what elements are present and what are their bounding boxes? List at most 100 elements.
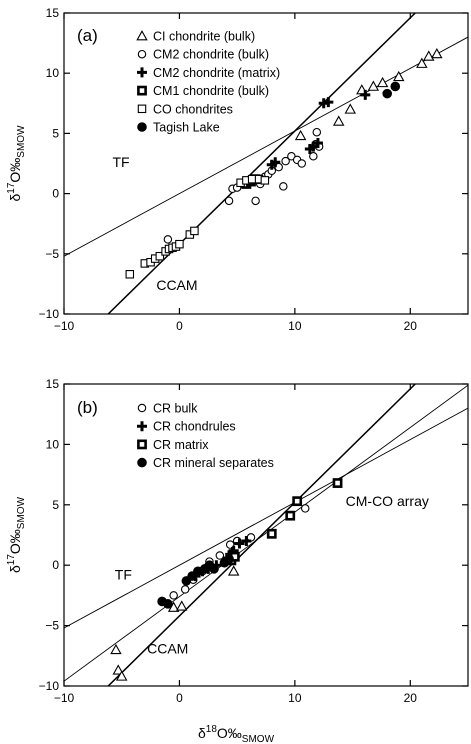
annotation-a: TF <box>112 154 129 170</box>
legend-marker-b <box>137 421 147 432</box>
y-tick-label-b: 15 <box>46 377 60 391</box>
data-point-circle-open-b <box>169 591 178 600</box>
data-point-square-open-a <box>247 174 257 184</box>
data-point-triangle-open-a <box>332 115 345 126</box>
data-point-circle-open-b <box>180 585 190 594</box>
data-point-square-dot-b <box>285 510 296 521</box>
data-point-triangle-open-a <box>294 129 307 141</box>
data-point-triangle-open-a <box>367 80 380 91</box>
x-tick-label-b: 10 <box>288 691 302 705</box>
data-point-triangle-open-a <box>431 48 443 59</box>
data-point-triangle-open-a <box>416 57 428 68</box>
data-point-circle-filled-b <box>163 599 173 609</box>
data-point-square-open-a <box>125 270 135 279</box>
data-point-circle-open-a <box>251 196 260 206</box>
data-point-triangle-open-b <box>115 670 128 681</box>
data-point-circle-open-a <box>279 182 288 191</box>
annotation-a: CCAM <box>156 277 197 293</box>
x-axis-label-b: δ18O‰SMOW <box>198 724 275 744</box>
data-point-plus-a <box>270 157 281 168</box>
data-point-square-open-a <box>175 239 184 249</box>
data-point-circle-open-a <box>297 159 307 168</box>
data-point-triangle-open-a <box>423 50 435 61</box>
legend-label-a: Tagish Lake <box>153 121 220 135</box>
line-ccam-a <box>107 13 417 314</box>
data-points-a <box>125 48 443 279</box>
legend-marker-a <box>137 122 147 132</box>
y-tick-label-b: 5 <box>52 498 59 512</box>
legend-marker-a <box>137 67 147 78</box>
data-point-triangle-open-b <box>227 565 240 576</box>
panel-label-a: (a) <box>77 26 98 45</box>
legend-label-a: CM2 chondrite (bulk) <box>153 48 269 62</box>
plot-frame-b <box>63 383 469 687</box>
x-tick-label-a: 20 <box>404 319 418 333</box>
data-point-triangle-open-b <box>112 664 124 675</box>
legend-label-a: CM2 chondrite (matrix) <box>153 66 280 80</box>
y-axis-label-b: δ17O‰SMOW <box>6 496 27 573</box>
chart-panel-a: −10 0 10 20 −10 −5 0 5 10 15 TF CCAM (a) CI chondrite… <box>6 6 469 333</box>
data-point-square-open-a <box>190 226 199 236</box>
data-point-circle-open-a <box>309 152 318 161</box>
data-point-triangle-open-a <box>393 70 405 82</box>
x-tick-label-b: −10 <box>54 691 75 705</box>
data-point-circle-open-b <box>215 551 225 560</box>
legend-marker-a <box>136 30 148 41</box>
data-point-square-open-a <box>155 251 165 261</box>
data-point-circle-open-a <box>281 156 290 166</box>
y-tick-label-a: 10 <box>46 66 60 80</box>
data-point-square-dot-b <box>266 528 277 539</box>
data-point-circle-open-a <box>163 235 173 244</box>
data-point-circle-open-a <box>224 196 234 206</box>
legend-label-b: CR chondrules <box>153 420 236 434</box>
data-point-triangle-open-b <box>176 600 188 611</box>
x-tick-label-a: 0 <box>176 319 183 333</box>
line-tf-b <box>64 407 468 629</box>
legend-label-a: CO chondrites <box>153 102 233 116</box>
legend-marker-a <box>137 85 147 96</box>
chart-panel-b: −10 0 10 20 −10 −5 0 5 10 15 TF CCAM CM-CO array (b) C… <box>6 377 469 744</box>
data-point-plus-a <box>323 97 334 108</box>
data-point-square-open-a <box>260 176 270 185</box>
legend-label-a: CI chondrite (bulk) <box>153 30 255 44</box>
data-point-circle-filled-a <box>382 88 393 99</box>
legend-marker-b <box>137 439 147 450</box>
data-point-plus-b <box>241 536 252 547</box>
x-tick-label-a: −10 <box>54 319 75 333</box>
y-tick-label-a: 15 <box>46 6 60 20</box>
annotation-b: TF <box>115 567 132 583</box>
data-points-b <box>110 478 343 681</box>
data-point-circle-open-a <box>312 127 322 137</box>
data-point-plus-a <box>312 138 323 149</box>
data-point-square-dot-b <box>332 478 343 488</box>
line-cm-co-array-b <box>64 384 468 682</box>
data-point-square-dot-b <box>292 496 303 507</box>
panel-label-b: (b) <box>77 398 98 417</box>
reference-lines-b <box>64 384 468 686</box>
data-point-plus-b <box>234 538 245 549</box>
data-point-circle-filled-b <box>224 554 234 564</box>
data-point-plus-a <box>360 89 371 100</box>
data-point-triangle-open-a <box>344 103 356 114</box>
y-tick-label-a: 5 <box>52 126 59 140</box>
y-tick-label-a: −5 <box>45 247 59 261</box>
legend-label-b: CR bulk <box>153 402 198 416</box>
reference-lines-a <box>64 13 468 314</box>
data-point-circle-open-b <box>225 540 235 549</box>
data-point-triangle-open-a <box>376 76 389 88</box>
line-ccam-b <box>107 384 417 686</box>
legend-marker-b <box>137 457 147 468</box>
legend-label-b: CR matrix <box>153 438 209 452</box>
annotation-b: CM-CO array <box>346 493 429 509</box>
y-tick-label-b: 10 <box>46 437 60 451</box>
x-tick-label-b: 0 <box>176 691 183 705</box>
legend-label-b: CR mineral separates <box>153 456 274 470</box>
legend-label-a: CM1 chondrite (bulk) <box>153 84 269 98</box>
x-tick-label-a: 10 <box>288 319 302 333</box>
data-point-circle-filled-b <box>209 564 219 574</box>
y-axis-label-a: δ17O‰SMOW <box>6 125 27 202</box>
legend-marker-a <box>137 49 147 59</box>
annotation-b: CCAM <box>147 640 188 656</box>
legend-marker-a <box>137 104 147 114</box>
